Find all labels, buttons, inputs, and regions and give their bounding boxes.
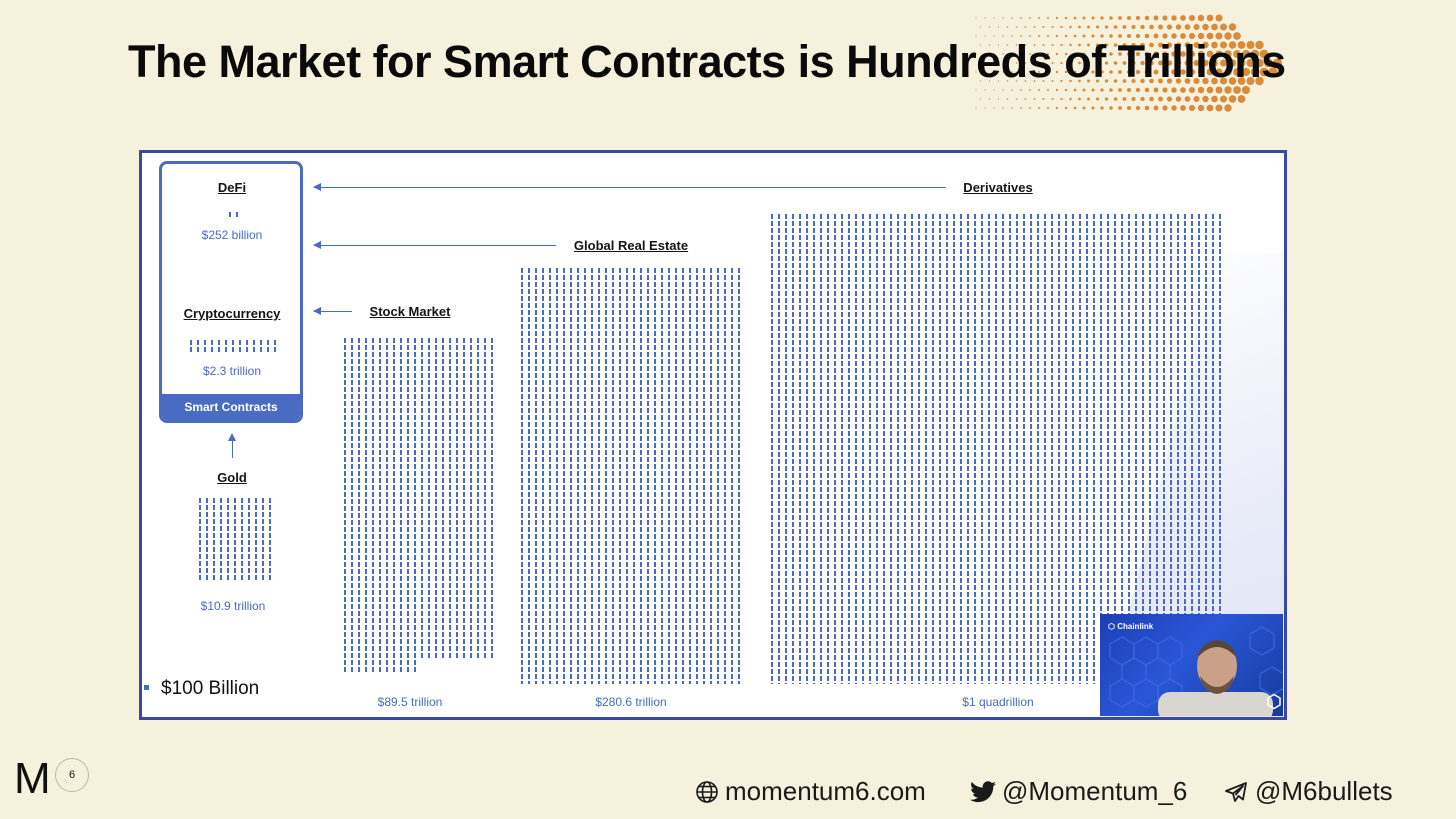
globe-icon bbox=[696, 781, 718, 803]
chainlink-icon: ⬡ bbox=[1108, 622, 1115, 631]
market-size-chart: Smart Contracts DeFi $252 billion Crypto… bbox=[139, 150, 1287, 720]
twitter-text: @Momentum_6 bbox=[1002, 776, 1188, 806]
derivatives-value: $1 quadrillion bbox=[962, 695, 1034, 709]
gold-squares bbox=[194, 498, 271, 582]
speaker-silhouette bbox=[1158, 640, 1273, 716]
smart-contracts-label: Smart Contracts bbox=[162, 394, 300, 420]
speaker-video[interactable]: ⬡ Chainlink bbox=[1100, 614, 1283, 716]
stock-partial-squares bbox=[339, 660, 416, 672]
smart-contracts-box: Smart Contracts bbox=[159, 161, 303, 423]
real-estate-squares bbox=[516, 268, 745, 684]
momentum-logo: M bbox=[14, 754, 51, 803]
stock-value: $89.5 trillion bbox=[377, 695, 443, 709]
chainlink-brand: ⬡ Chainlink bbox=[1108, 622, 1153, 631]
defi-value: $252 billion bbox=[201, 228, 263, 242]
website-link[interactable]: momentum6.com bbox=[695, 776, 926, 807]
website-text: momentum6.com bbox=[725, 776, 926, 806]
scale-label: $100 Billion bbox=[161, 678, 260, 699]
chainlink-text: Chainlink bbox=[1117, 622, 1154, 631]
crypto-squares bbox=[185, 340, 276, 352]
stock-squares bbox=[339, 338, 493, 660]
defi-partial-square bbox=[238, 213, 243, 215]
telegram-icon bbox=[1225, 782, 1247, 802]
real-estate-value: $280.6 trillion bbox=[595, 695, 667, 709]
telegram-link[interactable]: @M6bullets bbox=[1223, 776, 1393, 807]
defi-label: DeFi bbox=[217, 180, 247, 195]
real-estate-arrow bbox=[313, 241, 556, 249]
crypto-value: $2.3 trillion bbox=[202, 364, 262, 378]
twitter-icon bbox=[970, 781, 996, 803]
derivatives-squares bbox=[766, 214, 1226, 684]
defi-squares bbox=[224, 212, 238, 217]
hexagon-pattern bbox=[1109, 626, 1283, 716]
gold-partial-square bbox=[194, 582, 199, 587]
telegram-text: @M6bullets bbox=[1255, 776, 1393, 806]
stock-label: Stock Market bbox=[369, 304, 451, 319]
real-estate-label: Global Real Estate bbox=[573, 238, 689, 253]
scale-square bbox=[144, 685, 149, 690]
dot-arrow-decoration bbox=[975, 14, 1283, 112]
derivatives-arrow bbox=[313, 183, 946, 191]
stock-arrow bbox=[313, 307, 352, 315]
crypto-label: Cryptocurrency bbox=[183, 306, 281, 321]
slide-title: The Market for Smart Contracts is Hundre… bbox=[128, 36, 1286, 87]
up-arrow bbox=[228, 433, 236, 458]
gold-label: Gold bbox=[217, 470, 247, 485]
page-number: 6 bbox=[55, 758, 89, 792]
derivatives-label: Derivatives bbox=[963, 180, 1033, 195]
twitter-link[interactable]: @Momentum_6 bbox=[970, 776, 1187, 807]
gold-value: $10.9 trillion bbox=[200, 599, 266, 613]
